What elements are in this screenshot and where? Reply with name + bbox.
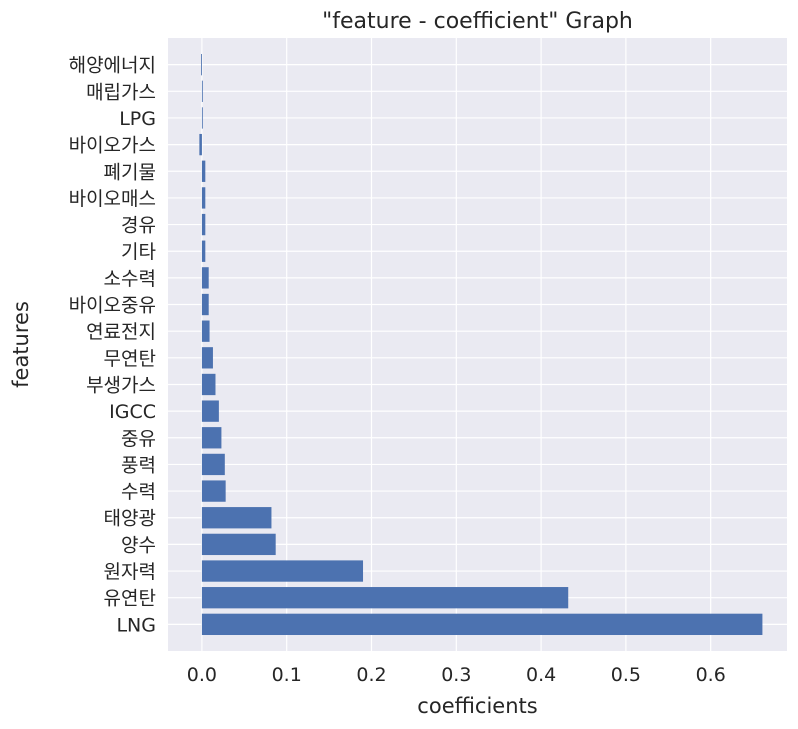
x-tick-label: 0.0 — [187, 664, 217, 686]
x-tick-label: 0.5 — [611, 664, 641, 686]
y-tick-label: 유연탄 — [104, 588, 156, 610]
y-axis-label: features — [9, 301, 33, 388]
chart-title: "feature - coefficient" Graph — [322, 9, 633, 34]
bar-5 — [201, 480, 226, 502]
y-tick-label: 기타 — [121, 241, 156, 263]
bar-20 — [201, 80, 203, 102]
bar-18 — [199, 133, 202, 156]
x-tick-label: 0.6 — [696, 664, 726, 686]
y-tick-label: 원자력 — [104, 561, 156, 583]
y-tick-label: 부생가스 — [86, 374, 156, 396]
y-tick-label: 무연탄 — [104, 348, 156, 370]
bar-16 — [201, 187, 206, 209]
bar-4 — [201, 507, 272, 529]
y-tick-label: 연료전지 — [86, 321, 156, 343]
y-tick-label: 바이오매스 — [69, 188, 156, 210]
bar-13 — [201, 267, 209, 289]
bars — [199, 53, 763, 636]
x-tick-label: 0.4 — [526, 664, 556, 686]
bar-14 — [201, 240, 206, 262]
y-tick-label: 중유 — [121, 428, 156, 450]
bar-8 — [201, 400, 219, 422]
bar-15 — [201, 213, 206, 236]
bar-9 — [201, 373, 216, 396]
y-tick-label: 해양에너지 — [69, 55, 156, 77]
y-tick-label: 경유 — [121, 215, 156, 237]
x-tick-label: 0.2 — [356, 664, 386, 686]
plot-background — [168, 38, 787, 651]
y-tick-label: LPG — [119, 108, 156, 130]
bar-17 — [201, 160, 206, 182]
bar-12 — [201, 293, 209, 316]
bar-19 — [201, 107, 203, 129]
bar-21 — [201, 53, 202, 76]
y-tick-label: LNG — [116, 614, 156, 636]
y-tick-labels: LNG 유연탄 원자력 양수 태양광 수력 풍력 중유 IGCC 부생가스 무연탄 연료전지 바이오중유… — [69, 55, 156, 637]
bar-6 — [201, 453, 225, 476]
y-tick-label: 매립가스 — [86, 81, 156, 103]
bar-0 — [201, 613, 763, 636]
y-tick-label: 풍력 — [121, 454, 156, 476]
bar-10 — [201, 347, 213, 369]
bar-2 — [201, 560, 364, 582]
x-axis-label: coefficients — [417, 694, 537, 718]
y-tick-label: 양수 — [121, 534, 156, 556]
bar-1 — [201, 587, 569, 609]
x-tick-label: 0.3 — [441, 664, 471, 686]
bar-11 — [201, 320, 210, 342]
y-tick-label: 바이오가스 — [69, 135, 156, 157]
bar-3 — [201, 533, 276, 556]
y-tick-label: 소수력 — [104, 268, 156, 290]
y-tick-label: IGCC — [109, 401, 156, 423]
y-tick-label: 폐기물 — [104, 161, 156, 183]
y-tick-label: 수력 — [121, 481, 156, 503]
bar-7 — [201, 427, 222, 449]
y-tick-label: 바이오중유 — [69, 295, 156, 317]
y-tick-label: 태양광 — [104, 508, 156, 530]
x-tick-label: 0.1 — [272, 664, 302, 686]
x-tick-labels: 0.0 0.1 0.2 0.3 0.4 0.5 0.6 — [187, 664, 726, 686]
